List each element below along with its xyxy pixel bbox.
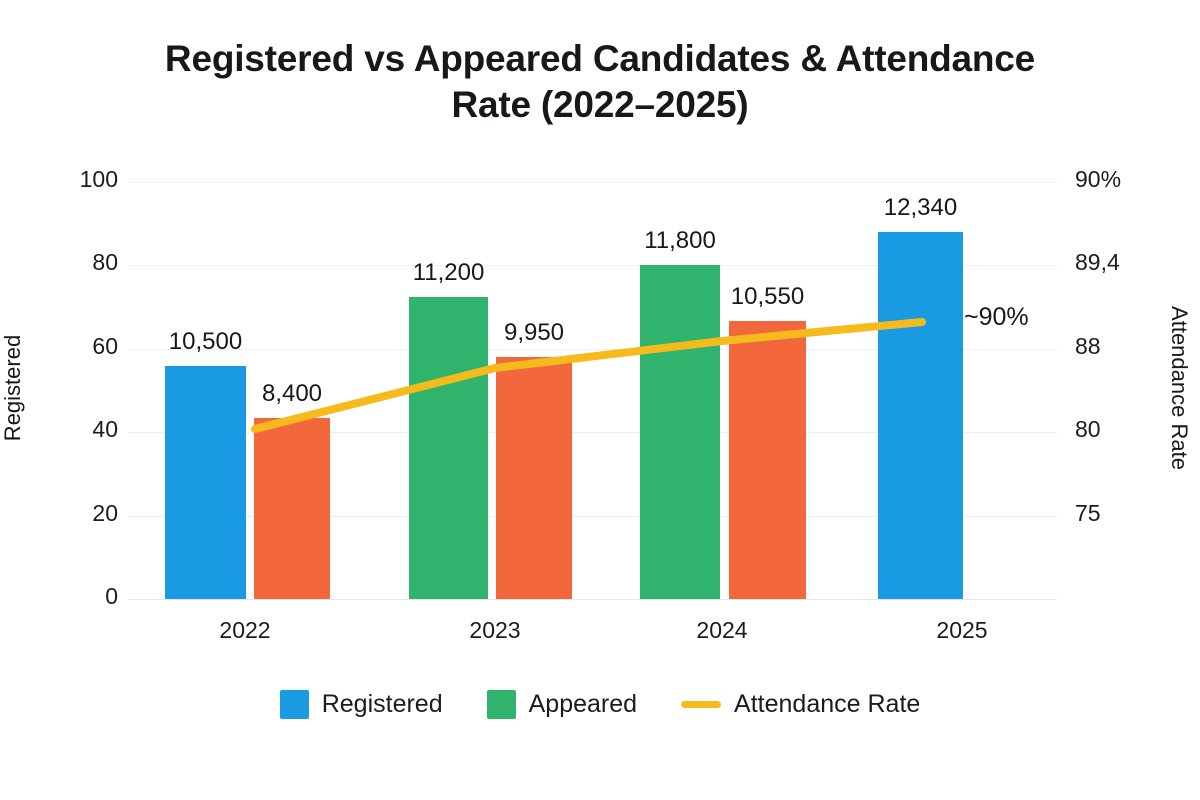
legend-label: Registered (321, 690, 443, 718)
x-axis-tick-label: 2024 (696, 617, 748, 643)
bar[interactable] (165, 366, 246, 599)
y2-axis-title: Attendance Rate (1167, 306, 1192, 470)
y-axis-tick-label: 100 (79, 166, 118, 192)
bar-value-label: 8,400 (261, 380, 323, 407)
chart-legend: Registered Appeared Attendance Rate (0, 690, 1200, 719)
bar-value-label: 11,200 (412, 259, 485, 286)
bar-value-label: 10,550 (730, 283, 805, 310)
y2-axis-tick-label: 75 (1075, 499, 1101, 526)
y-axis-tick-label: 60 (92, 332, 118, 359)
legend-swatch-icon (279, 690, 309, 719)
y-axis-tick-label: 0 (105, 583, 118, 609)
x-axis-tick-label: 2023 (469, 617, 521, 643)
legend-line-icon (681, 701, 722, 708)
x-axis-tick-label: 2022 (219, 617, 271, 643)
bar[interactable] (254, 418, 330, 599)
legend-item[interactable]: Registered (279, 690, 443, 719)
chart-title-line-1: Registered vs Appeared Candidates & Atte… (164, 38, 1036, 79)
y2-axis-tick-label: 80 (1075, 416, 1101, 443)
y2-axis-tick-label: 88 (1075, 332, 1101, 359)
attendance-rate-polyline (251, 318, 926, 433)
y-axis-tick-label: 40 (92, 416, 118, 443)
y-axis-tick-label: 20 (92, 499, 118, 526)
legend-swatch-icon (486, 690, 516, 719)
gridline (128, 516, 1057, 517)
y-axis-title: Registered (0, 334, 25, 442)
gridline (128, 182, 1057, 183)
chart-title-line-2: Rate (2022–2025) (451, 84, 749, 126)
chart-title: Registered vs Appeared Candidates & Atte… (100, 36, 1100, 129)
x-axis-tick-label: 2025 (936, 617, 988, 643)
bar-value-label: 9,950 (503, 319, 565, 346)
bar[interactable] (640, 265, 720, 599)
y2-axis-tick-label: 89,4 (1075, 249, 1120, 276)
bar-value-label: 10,500 (168, 328, 243, 355)
legend-label: Appeared (528, 690, 638, 718)
legend-label: Attendance Rate (734, 690, 921, 718)
legend-item[interactable]: Appeared (486, 690, 638, 719)
bar[interactable] (878, 232, 963, 599)
bar[interactable] (729, 321, 806, 599)
gridline (128, 265, 1057, 266)
gridline (128, 599, 1057, 600)
bar-value-label: 11,800 (644, 227, 716, 254)
bar[interactable] (409, 297, 488, 599)
bar[interactable] (496, 357, 572, 599)
bar-value-label: 12,340 (883, 194, 958, 221)
y2-axis-tick-label: 90% (1075, 166, 1122, 192)
legend-item[interactable]: Attendance Rate (681, 690, 920, 719)
y-axis-tick-label: 80 (92, 249, 118, 276)
attendance-rate-annotation: ~90% (964, 303, 1029, 331)
